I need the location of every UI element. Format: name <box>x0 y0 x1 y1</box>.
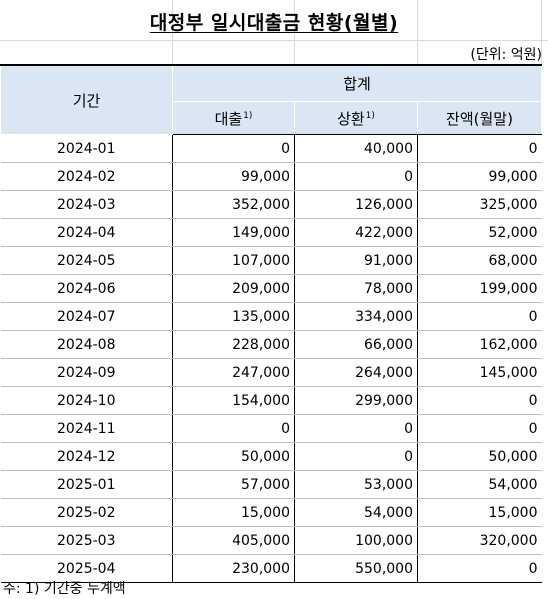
cell-period: 2024-03 <box>0 190 173 219</box>
cell-balance: 0 <box>417 302 542 331</box>
table-row: 2024-09 247,000 264,000 145,000 <box>0 358 542 387</box>
table-row: 2024-02 99,000 0 99,000 <box>0 162 542 191</box>
cell-balance: 320,000 <box>417 526 542 555</box>
page-title: 대정부 일시대출금 현황(월별) <box>149 12 399 34</box>
table-row: 2024-03 352,000 126,000 325,000 <box>0 190 542 219</box>
cell-period: 2024-06 <box>0 274 173 303</box>
table-row: 2025-02 15,000 54,000 15,000 <box>0 498 542 527</box>
cell-period: 2024-10 <box>0 386 173 415</box>
cell-balance: 15,000 <box>417 498 542 527</box>
table-row: 2024-11 0 0 0 <box>0 414 542 443</box>
table-row: 2024-10 154,000 299,000 0 <box>0 386 542 415</box>
cell-repay: 264,000 <box>294 358 418 387</box>
gridline <box>294 0 295 64</box>
table-row: 2025-03 405,000 100,000 320,000 <box>0 526 542 555</box>
cell-repay: 100,000 <box>294 526 418 555</box>
cell-loan: 149,000 <box>172 218 295 247</box>
cell-repay: 66,000 <box>294 330 418 359</box>
cell-balance: 199,000 <box>417 274 542 303</box>
footnote-mark: 1) <box>365 110 375 121</box>
cell-balance: 99,000 <box>417 162 542 191</box>
cell-loan: 135,000 <box>172 302 295 331</box>
cell-loan: 107,000 <box>172 246 295 275</box>
cell-balance: 0 <box>417 554 542 583</box>
table-row: 2025-01 57,000 53,000 54,000 <box>0 470 542 499</box>
cell-repay: 53,000 <box>294 470 418 499</box>
cell-loan: 0 <box>172 134 295 163</box>
cell-repay: 422,000 <box>294 218 418 247</box>
table-row: 2024-01 0 40,000 0 <box>0 134 542 163</box>
table-row: 2024-06 209,000 78,000 199,000 <box>0 274 542 303</box>
table-row: 2024-07 135,000 334,000 0 <box>0 302 542 331</box>
cell-loan: 0 <box>172 414 295 443</box>
cell-period: 2024-04 <box>0 218 173 247</box>
cell-loan: 209,000 <box>172 274 295 303</box>
table-row: 2024-04 149,000 422,000 52,000 <box>0 218 542 247</box>
cell-loan: 405,000 <box>172 526 295 555</box>
table-row: 2024-05 107,000 91,000 68,000 <box>0 246 542 275</box>
footnote-mark: 1) <box>243 110 253 121</box>
cell-period: 2024-12 <box>0 442 173 471</box>
cell-repay: 0 <box>294 442 418 471</box>
cell-period: 2024-02 <box>0 162 173 191</box>
cell-balance: 0 <box>417 134 542 163</box>
table-row: 2024-12 50,000 0 50,000 <box>0 442 542 471</box>
cell-repay: 0 <box>294 414 418 443</box>
cell-repay: 54,000 <box>294 498 418 527</box>
cell-period: 2024-08 <box>0 330 173 359</box>
cell-period: 2024-09 <box>0 358 173 387</box>
cell-repay: 91,000 <box>294 246 418 275</box>
cell-balance: 162,000 <box>417 330 542 359</box>
cell-period: 2025-03 <box>0 526 173 555</box>
cell-loan: 230,000 <box>172 554 295 583</box>
gridline <box>541 0 542 64</box>
cell-balance: 52,000 <box>417 218 542 247</box>
footnote: 주: 1) 기간중 누계액 <box>3 581 126 597</box>
cell-loan: 99,000 <box>172 162 295 191</box>
header-balance: 잔액(월말) <box>417 101 542 135</box>
cell-loan: 247,000 <box>172 358 295 387</box>
cell-period: 2025-01 <box>0 470 173 499</box>
cell-loan: 57,000 <box>172 470 295 499</box>
cell-repay: 0 <box>294 162 418 191</box>
cell-loan: 352,000 <box>172 190 295 219</box>
cell-repay: 40,000 <box>294 134 418 163</box>
cell-balance: 325,000 <box>417 190 542 219</box>
cell-repay: 126,000 <box>294 190 418 219</box>
cell-repay: 550,000 <box>294 554 418 583</box>
cell-period: 2024-05 <box>0 246 173 275</box>
cell-balance: 0 <box>417 386 542 415</box>
unit-label: (단위: 억원) <box>470 47 542 63</box>
cell-balance: 68,000 <box>417 246 542 275</box>
gridline <box>172 0 173 64</box>
table-row: 2024-08 228,000 66,000 162,000 <box>0 330 542 359</box>
table-row: 2025-04 230,000 550,000 0 <box>0 554 542 583</box>
header-total: 합계 <box>172 64 542 102</box>
loan-table: 기간 합계 대출1) 상환1) 잔액(월말) 2024-01 0 40,000 0 20… <box>0 64 542 583</box>
cell-balance: 50,000 <box>417 442 542 471</box>
cell-repay: 78,000 <box>294 274 418 303</box>
cell-balance: 54,000 <box>417 470 542 499</box>
cell-period: 2025-02 <box>0 498 173 527</box>
gridline <box>417 0 418 64</box>
header-period: 기간 <box>0 64 173 135</box>
header-repay: 상환1) <box>294 101 418 135</box>
cell-period: 2024-01 <box>0 134 173 163</box>
gridline <box>0 40 548 41</box>
cell-loan: 15,000 <box>172 498 295 527</box>
cell-period: 2024-11 <box>0 414 173 443</box>
cell-balance: 145,000 <box>417 358 542 387</box>
header-loan: 대출1) <box>172 101 295 135</box>
cell-period: 2024-07 <box>0 302 173 331</box>
cell-loan: 50,000 <box>172 442 295 471</box>
cell-repay: 334,000 <box>294 302 418 331</box>
cell-loan: 228,000 <box>172 330 295 359</box>
cell-loan: 154,000 <box>172 386 295 415</box>
cell-repay: 299,000 <box>294 386 418 415</box>
cell-period: 2025-04 <box>0 554 173 583</box>
cell-balance: 0 <box>417 414 542 443</box>
